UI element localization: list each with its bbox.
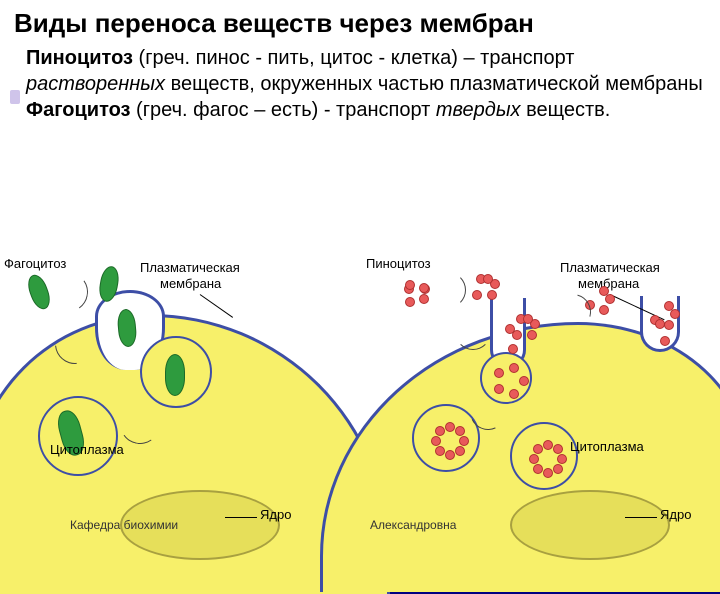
phago-term: Фагоцитоз: [26, 99, 131, 121]
solute-particle: [527, 330, 537, 340]
solute-particle: [405, 280, 415, 290]
arrow: [45, 269, 91, 315]
label-plasma-membrane-l1: Плазматическая: [140, 260, 240, 275]
label-phagocytosis: Фагоцитоз: [4, 256, 66, 271]
label-cytoplasm-right: Цитоплазма: [570, 439, 644, 454]
solute-particle: [664, 301, 674, 311]
footer-left: Кафедра биохимии: [70, 518, 178, 532]
solute-particle: [431, 436, 441, 446]
label-nucleus-right: Ядро: [660, 507, 691, 522]
pinosome-3: [510, 422, 578, 490]
arrow: [430, 272, 466, 308]
solute-particle: [494, 368, 504, 378]
solute-particle: [529, 454, 539, 464]
bacterium: [165, 354, 185, 396]
solute-particle: [543, 440, 553, 450]
diagram-area: Фагоцитоз Плазматическая мембрана Цитопл…: [0, 254, 720, 540]
arrow: [455, 314, 491, 350]
solute-particle: [455, 426, 465, 436]
solute-particle: [670, 309, 680, 319]
solute-particle: [435, 446, 445, 456]
solute-particle: [505, 324, 515, 334]
solute-particle: [419, 283, 429, 293]
solute-particle: [405, 297, 415, 307]
solute-particle: [664, 320, 674, 330]
label-plasma-membrane-l2: мембрана: [160, 276, 221, 291]
body-paragraph: Пиноцитоз (греч. пинос - пить, цитос - к…: [0, 43, 720, 129]
solute-particle: [599, 286, 609, 296]
solute-particle: [543, 468, 553, 478]
label-pinocytosis: Пиноцитоз: [366, 256, 431, 271]
solute-particle: [419, 294, 429, 304]
solute-particle: [533, 464, 543, 474]
solute-particle: [557, 454, 567, 464]
dissolved-ital: растворенных: [26, 73, 165, 95]
solute-particle: [553, 444, 563, 454]
solute-particle: [487, 290, 497, 300]
solute-particle: [509, 363, 519, 373]
solute-particle: [519, 376, 529, 386]
nucleus-right: [510, 490, 670, 560]
leader-line: [200, 294, 233, 318]
phagocytosis-panel: Фагоцитоз Плазматическая мембрана Цитопл…: [0, 254, 360, 540]
solute-particle: [445, 450, 455, 460]
solute-particle: [553, 464, 563, 474]
solute-particle: [605, 294, 615, 304]
leader-line: [625, 517, 657, 518]
footer-right: Александровна: [370, 518, 456, 532]
slide: Виды переноса веществ через мембран Пино…: [0, 0, 720, 540]
label-plasma-membrane-r1: Плазматическая: [560, 260, 660, 275]
solute-particle: [459, 436, 469, 446]
slide-title: Виды переноса веществ через мембран: [0, 0, 720, 43]
label-cytoplasm-left: Цитоплазма: [50, 442, 124, 457]
label-nucleus-left: Ядро: [260, 507, 291, 522]
pinocytosis-panel: Пиноцитоз Плазматическая мембрана Цитопл…: [360, 254, 720, 540]
bullet-marker: [10, 90, 20, 104]
solute-particle: [508, 344, 518, 354]
solute-particle: [494, 384, 504, 394]
solute-particle: [655, 319, 665, 329]
solute-particle: [455, 446, 465, 456]
solute-particle: [472, 290, 482, 300]
solute-particle: [599, 305, 609, 315]
solute-particle: [660, 336, 670, 346]
solute-particle: [445, 422, 455, 432]
pino-term: Пиноцитоз: [26, 47, 133, 69]
solid-ital: твердых: [436, 99, 521, 121]
leader-line: [225, 517, 257, 518]
